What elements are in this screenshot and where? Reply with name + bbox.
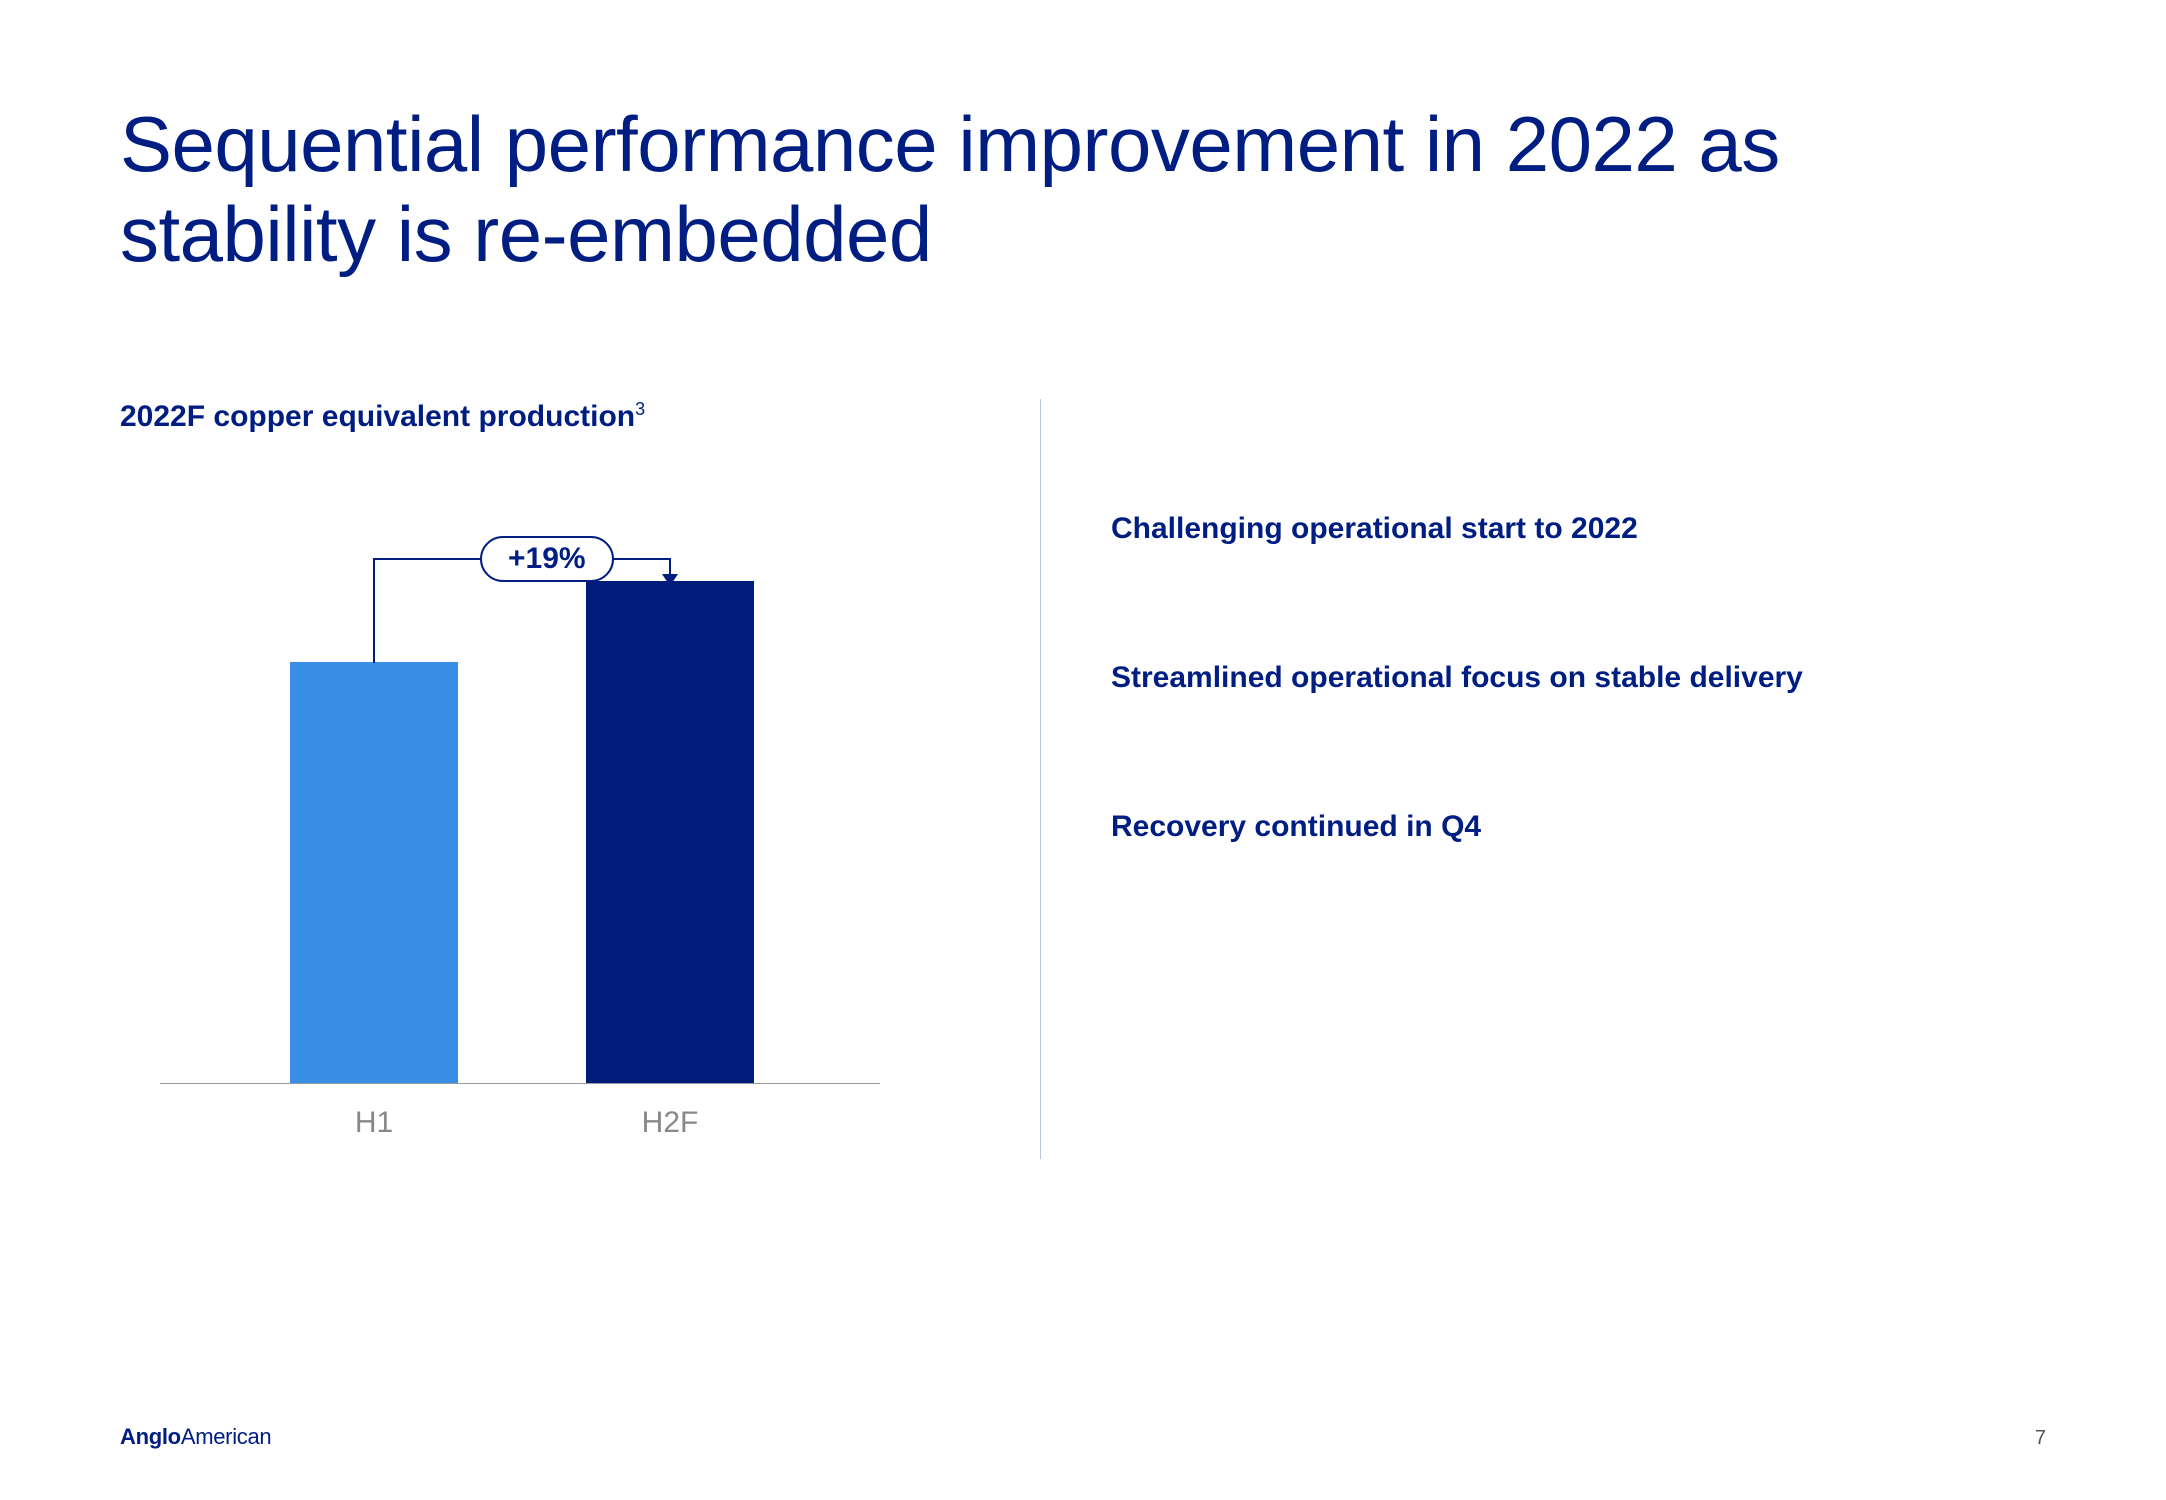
slide-container: Sequential performance improvement in 20… bbox=[0, 0, 2166, 1500]
bullet-3: Recovery continued in Q4 bbox=[1111, 807, 1803, 846]
logo-part1: Anglo bbox=[120, 1424, 181, 1449]
chart-delta-label: +19% bbox=[480, 536, 614, 582]
chart-column: 2022F copper equivalent production3 +19%… bbox=[120, 399, 1020, 1159]
content-row: 2022F copper equivalent production3 +19%… bbox=[120, 399, 2046, 1159]
chart-x-axis-labels: H1 H2F bbox=[160, 1094, 880, 1134]
chart-title-text: 2022F copper equivalent production bbox=[120, 400, 635, 433]
slide-footer: AngloAmerican 7 bbox=[120, 1424, 2046, 1450]
bullets-column: Challenging operational start to 2022 St… bbox=[1040, 399, 1803, 1159]
company-logo: AngloAmerican bbox=[120, 1424, 271, 1450]
logo-part2: American bbox=[181, 1424, 272, 1449]
bullet-1: Challenging operational start to 2022 bbox=[1111, 509, 1803, 548]
slide-title: Sequential performance improvement in 20… bbox=[120, 100, 2046, 279]
chart-xlabel-h1: H1 bbox=[290, 1106, 458, 1140]
chart-xlabel-h2f: H2F bbox=[586, 1106, 754, 1140]
page-number: 7 bbox=[2035, 1427, 2046, 1450]
chart-title-footnote: 3 bbox=[635, 399, 645, 419]
chart-title: 2022F copper equivalent production3 bbox=[120, 399, 1020, 434]
chart-area: +19% H1 H2F bbox=[160, 474, 920, 1134]
bullet-2: Streamlined operational focus on stable … bbox=[1111, 658, 1803, 697]
